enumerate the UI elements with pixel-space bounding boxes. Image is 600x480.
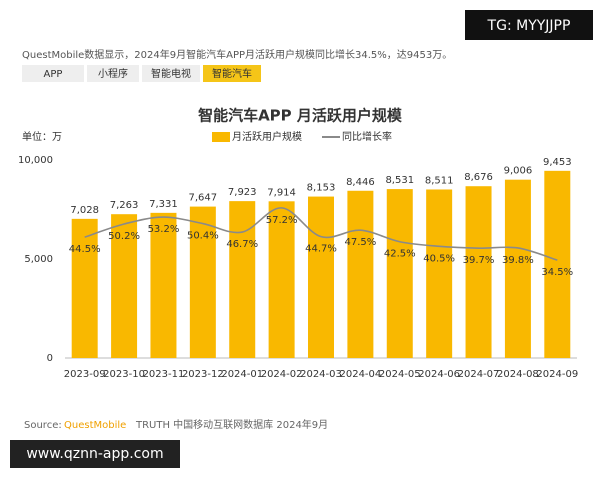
- bar-value-label: 7,331: [149, 199, 178, 210]
- y-tick-label: 0: [47, 353, 53, 364]
- bar-value-label: 7,028: [70, 205, 99, 216]
- bar-value-label: 8,676: [464, 172, 493, 183]
- bar-value-label: 9,006: [504, 166, 533, 177]
- line-value-label: 46.7%: [226, 239, 258, 250]
- legend-label: 同比增长率: [342, 130, 392, 143]
- bar: [229, 201, 256, 358]
- line-value-label: 47.5%: [344, 237, 376, 248]
- x-tick-label: 2024-05: [379, 369, 421, 380]
- x-tick-label: 2023-10: [103, 369, 145, 380]
- x-tick-label: 2024-01: [221, 369, 263, 380]
- bar-value-label: 8,511: [425, 175, 454, 186]
- bar: [544, 170, 571, 358]
- bar-value-label: 8,446: [346, 177, 375, 188]
- line-value-label: 50.4%: [187, 231, 219, 242]
- tab[interactable]: [87, 65, 139, 82]
- source-text: TRUTH 中国移动互联网数据库 2024年9月: [135, 418, 328, 431]
- y-tick-label: 10,000: [18, 155, 53, 166]
- x-tick-label: 2024-04: [339, 369, 381, 380]
- line-value-label: 39.8%: [502, 255, 534, 266]
- watermark-box: [465, 10, 593, 40]
- line-value-label: 34.5%: [541, 267, 573, 278]
- x-tick-label: 2024-03: [300, 369, 342, 380]
- line-value-label: 53.2%: [148, 224, 180, 235]
- x-tick-label: 2024-02: [261, 369, 303, 380]
- line-value-label: 50.2%: [108, 231, 140, 242]
- bar-value-label: 8,531: [385, 175, 414, 186]
- tab-label[interactable]: 小程序: [98, 67, 128, 80]
- chart-title: 智能汽车APP 月活跃用户规模: [198, 107, 403, 125]
- bar: [426, 189, 453, 358]
- header-text: QuestMobile数据显示，2024年9月智能汽车APP月活跃用户规模同比增…: [22, 48, 452, 61]
- x-tick-label: 2024-08: [497, 369, 539, 380]
- bar-value-label: 7,263: [110, 200, 139, 211]
- bar-value-label: 8,153: [307, 183, 336, 194]
- bar-value-label: 7,914: [267, 187, 296, 198]
- legend-label: 月活跃用户规模: [232, 130, 302, 143]
- bar-value-label: 7,647: [189, 193, 218, 204]
- tab[interactable]: [22, 65, 84, 82]
- line-value-label: 44.5%: [69, 244, 101, 255]
- bar-value-label: 7,923: [228, 187, 257, 198]
- chart: 0 5,000 10,000 2023-092023-102023-112023-12…: [18, 130, 578, 380]
- bar: [308, 196, 334, 358]
- source-brand: QuestMobile: [64, 420, 126, 431]
- tab[interactable]: [142, 65, 200, 82]
- bar: [347, 190, 374, 358]
- unit-label: 单位：万: [22, 130, 62, 143]
- x-tick-label: 2024-09: [536, 369, 578, 380]
- watermark: www.qznn-app.com: [26, 446, 163, 462]
- watermark-box: [10, 440, 180, 468]
- x-tick-label: 2023-09: [64, 369, 106, 380]
- x-tick-label: 2023-11: [143, 369, 185, 380]
- bar-value-label: 9,453: [543, 157, 572, 168]
- bar: [189, 206, 216, 358]
- bar: [111, 214, 138, 358]
- line: [84, 207, 558, 261]
- line-value-label: 44.7%: [305, 244, 337, 255]
- watermark: TG: MYYJJPP: [487, 18, 571, 34]
- source-label: Source:: [24, 420, 62, 431]
- bar: [386, 189, 413, 358]
- line-value-label: 57.2%: [266, 215, 298, 226]
- x-tick-label: 2024-06: [418, 369, 460, 380]
- tab-label[interactable]: 智能电视: [151, 67, 191, 80]
- tab-label[interactable]: 智能汽车: [212, 67, 252, 80]
- tab-active[interactable]: [203, 65, 261, 82]
- line-value-label: 42.5%: [384, 249, 416, 260]
- bar: [268, 201, 295, 358]
- x-tick-label: 2023-12: [182, 369, 224, 380]
- tab-label[interactable]: APP: [44, 69, 63, 80]
- line-value-label: 40.5%: [423, 253, 455, 264]
- bar: [71, 218, 98, 358]
- y-tick-label: 5,000: [24, 254, 53, 265]
- bar: [465, 186, 492, 358]
- legend-swatch: [212, 132, 230, 142]
- bar: [504, 179, 531, 358]
- bar: [150, 212, 177, 358]
- x-tick-label: 2024-07: [458, 369, 500, 380]
- line-value-label: 39.7%: [463, 255, 495, 266]
